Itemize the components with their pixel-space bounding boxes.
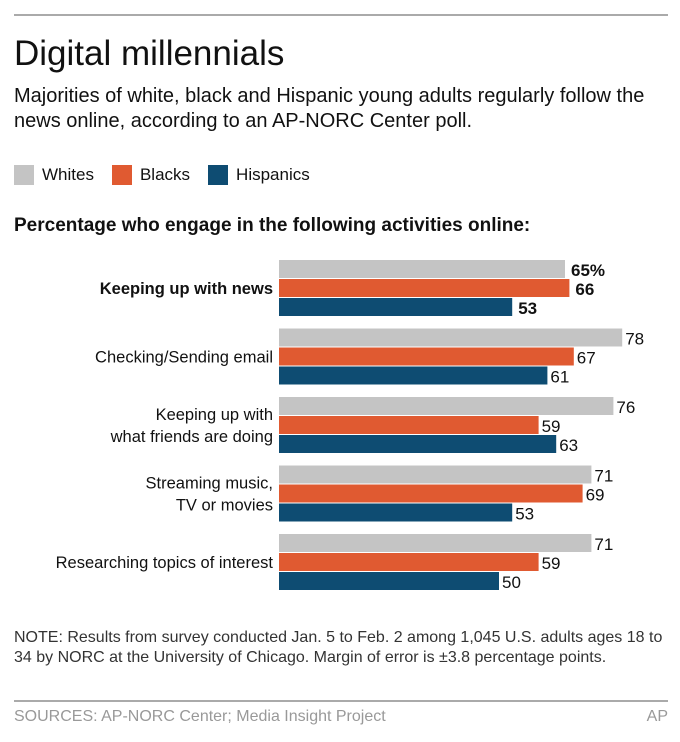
bar-chart: Keeping up with news 65%66 53 Checking/Send… — [56, 260, 644, 592]
chart-subtitle: Majorities of white, black and Hispanic … — [14, 85, 645, 132]
bottom-rule — [14, 700, 668, 702]
data-label: 65% — [571, 261, 605, 280]
data-label: 66 — [575, 280, 594, 299]
bar-whites — [279, 328, 623, 347]
data-label: 71 — [594, 535, 613, 554]
data-label: 63 — [559, 436, 578, 455]
bar-whites — [279, 260, 565, 278]
bar-hispanics — [279, 572, 499, 590]
bar-whites — [279, 534, 592, 552]
legend: Whites Blacks Hispanics — [14, 165, 328, 185]
legend-swatch — [111, 165, 132, 185]
data-label: 53 — [515, 505, 534, 524]
chart-heading: Percentage who engage in the following a… — [14, 215, 531, 236]
legend-label: Blacks — [139, 165, 191, 184]
legend-item-hispanics: Hispanics — [208, 165, 310, 185]
top-rule — [14, 14, 668, 16]
bar-blacks — [279, 484, 583, 503]
legend-swatch — [14, 165, 34, 185]
category-label: what friends are doing — [110, 428, 273, 446]
data-label: 76 — [616, 398, 635, 417]
legend-label: Whites — [42, 165, 94, 184]
bar-whites — [279, 397, 614, 415]
data-label: 71 — [594, 467, 613, 486]
data-label: 61 — [550, 368, 569, 387]
bar-hispanics — [279, 435, 557, 453]
legend-label: Hispanics — [236, 165, 310, 184]
legend-item-whites: Whites — [14, 165, 94, 185]
category-label: Keeping up with news — [100, 280, 273, 298]
data-label: 69 — [586, 486, 605, 505]
chart-title: Digital millennials — [14, 34, 285, 73]
bar-blacks — [279, 279, 570, 297]
data-label: 59 — [542, 417, 561, 436]
credit-text: AP — [646, 708, 668, 725]
data-label: 50 — [502, 573, 521, 592]
bar-hispanics — [279, 298, 513, 316]
data-label: 53 — [518, 299, 537, 318]
bar-hispanics — [279, 503, 513, 522]
category-label: Researching topics of interest — [56, 554, 274, 572]
note-text: NOTE: Results from survey conducted Jan.… — [14, 629, 663, 666]
category-label: Streaming music, — [146, 475, 273, 493]
category-label: TV or movies — [176, 497, 273, 515]
data-label: 67 — [577, 349, 596, 368]
category-label: Checking/Sending email — [95, 349, 273, 367]
bar-blacks — [279, 347, 574, 366]
data-label: 59 — [542, 554, 561, 573]
legend-item-blacks: Blacks — [111, 165, 191, 185]
data-label: 78 — [625, 330, 644, 349]
bar-whites — [279, 465, 592, 484]
category-label: Keeping up with — [156, 406, 273, 424]
bar-blacks — [279, 553, 539, 571]
sources-text: SOURCES: AP-NORC Center; Media Insight P… — [14, 708, 386, 725]
bar-hispanics — [279, 366, 548, 385]
legend-swatch — [208, 165, 229, 185]
bar-blacks — [279, 416, 539, 434]
